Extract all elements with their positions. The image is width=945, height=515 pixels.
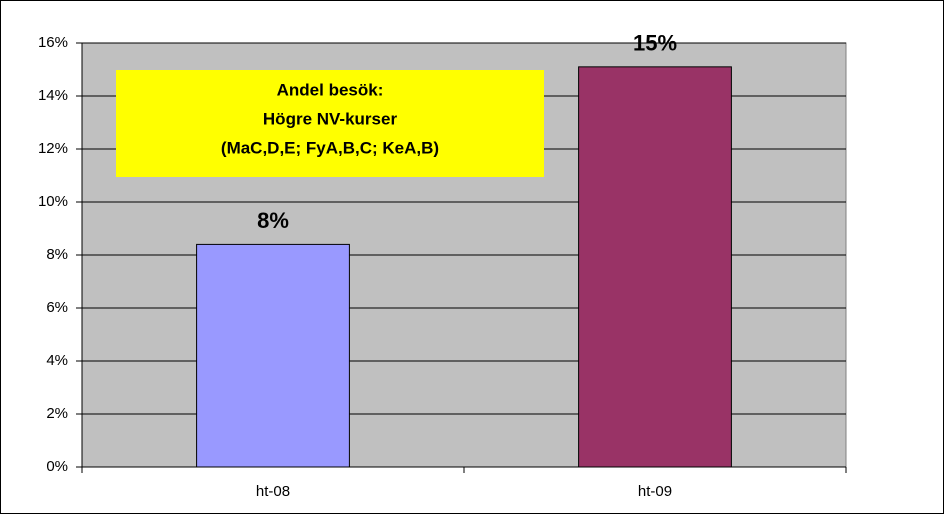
x-tick-label: ht-08 <box>256 483 290 500</box>
y-tick-label: 10% <box>38 193 68 210</box>
annotation-text: Högre NV-kurser <box>263 109 398 128</box>
y-tick-label: 2% <box>46 405 68 422</box>
bar <box>578 66 732 468</box>
value-label: 15% <box>633 31 677 56</box>
y-tick-label: 12% <box>38 140 68 157</box>
annotation-text: (MaC,D,E; FyA,B,C; KeA,B) <box>221 138 439 157</box>
y-tick-label: 4% <box>46 352 68 369</box>
y-tick-label: 16% <box>38 34 68 51</box>
value-label: 8% <box>257 208 289 233</box>
annotation-text: Andel besök: <box>277 80 384 99</box>
x-tick-label: ht-09 <box>638 483 672 500</box>
y-tick-label: 6% <box>46 299 68 316</box>
bar <box>196 243 350 468</box>
annotation-box <box>116 70 544 177</box>
y-tick-label: 8% <box>46 246 68 263</box>
y-tick-label: 0% <box>46 458 68 475</box>
y-tick-label: 14% <box>38 87 68 104</box>
